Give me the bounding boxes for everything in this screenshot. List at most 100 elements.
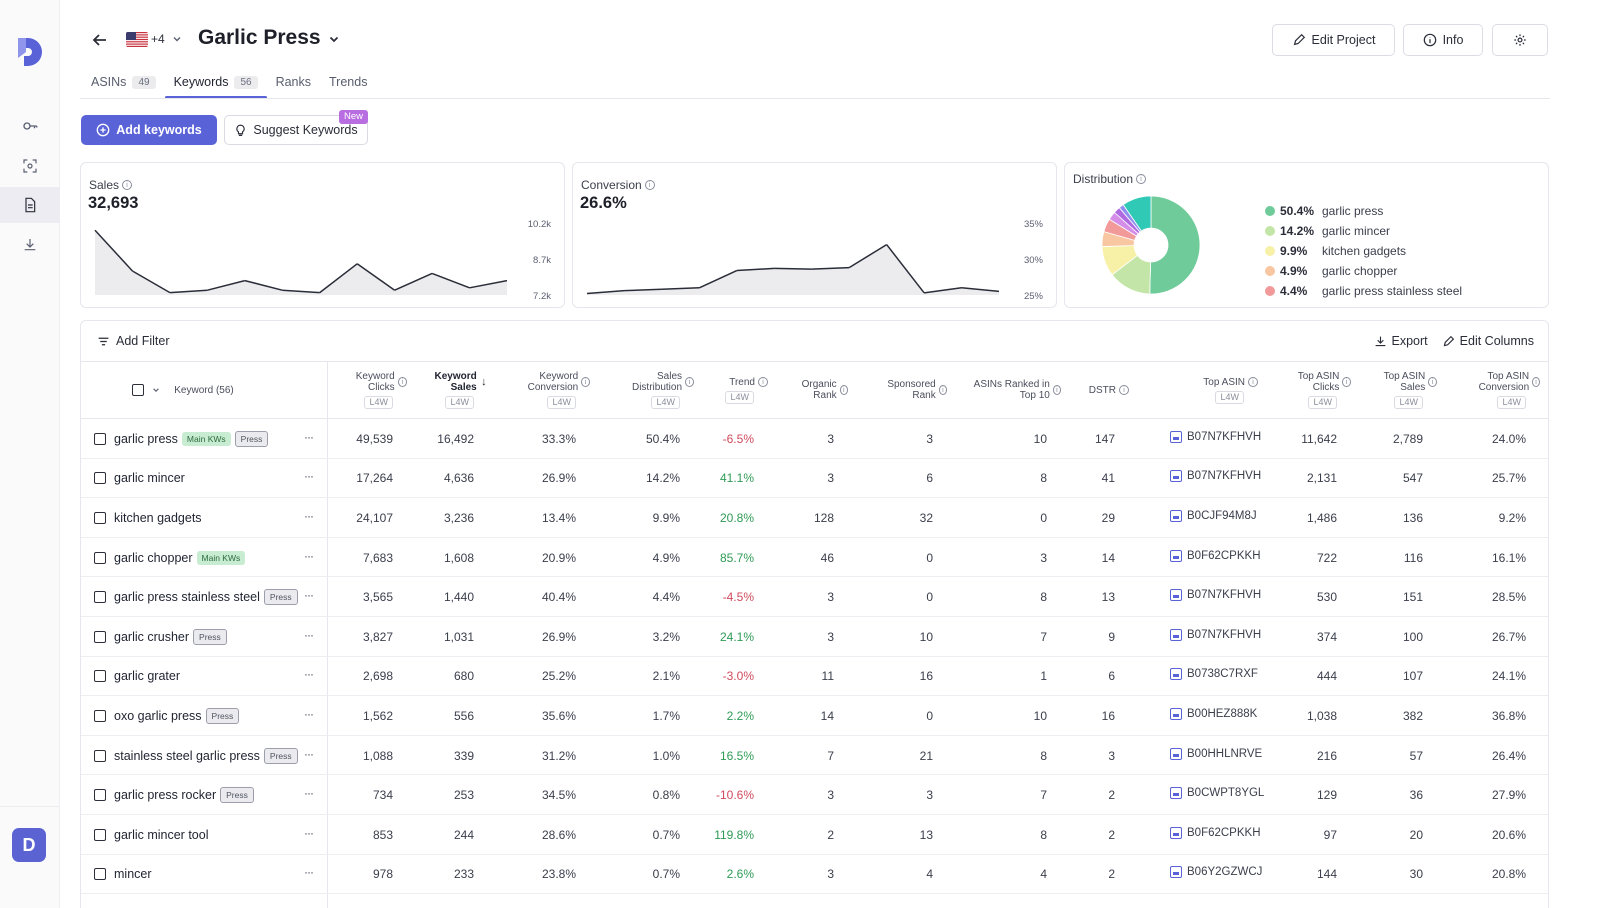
top-asin-link[interactable]: B06Y2GZWCJ bbox=[1170, 866, 1262, 879]
table-row[interactable]: garlic press stainless steel Press ··· 3,56… bbox=[81, 577, 1548, 617]
row-menu-icon[interactable]: ··· bbox=[304, 548, 314, 563]
pie-slice-other[interactable] bbox=[1122, 195, 1152, 232]
table-row[interactable]: garlic grater ··· 2,698 680 25.2% 2.1% -3.0% 11… bbox=[81, 657, 1548, 697]
tab-trends[interactable]: Trends bbox=[320, 66, 376, 98]
row-menu-icon[interactable]: ··· bbox=[304, 786, 314, 801]
row-checkbox[interactable] bbox=[94, 432, 106, 445]
row-checkbox[interactable] bbox=[94, 709, 106, 722]
table-row[interactable]: mincer ··· 978 233 23.8% 0.7% 2.6% 3 4 4 2 B06Y2GZW… bbox=[81, 855, 1548, 895]
column-header-asin_conv[interactable]: Top ASIN Conversion i L4W bbox=[1460, 362, 1540, 418]
table-row[interactable]: kitchen gadgets ··· 24,107 3,236 13.4% 9.9% 20… bbox=[81, 498, 1548, 538]
top-asin-link[interactable]: B0CWPT8YGL bbox=[1170, 787, 1264, 800]
row-checkbox[interactable] bbox=[94, 630, 106, 643]
row-checkbox[interactable] bbox=[94, 868, 106, 881]
table-row[interactable]: garlic mincer ··· 17,264 4,636 26.9% 14.2% 41.… bbox=[81, 459, 1548, 499]
select-all-checkbox[interactable] bbox=[132, 384, 145, 396]
nav-scan-icon[interactable] bbox=[0, 148, 60, 184]
column-header-dstr[interactable]: DSTR i bbox=[1079, 362, 1129, 418]
top-asin-link[interactable]: B07N7KFHVH bbox=[1170, 589, 1261, 602]
tab-asins[interactable]: ASINs 49 bbox=[82, 66, 165, 98]
row-menu-icon[interactable]: ··· bbox=[304, 429, 314, 444]
keyword-cell[interactable]: mincer bbox=[114, 866, 152, 882]
row-menu-icon[interactable]: ··· bbox=[304, 825, 314, 840]
top-asin-link[interactable]: B0738C7RXF bbox=[1170, 668, 1258, 681]
row-checkbox[interactable] bbox=[94, 670, 106, 683]
row-menu-icon[interactable]: ··· bbox=[304, 667, 314, 682]
keyword-cell[interactable]: stainless steel garlic press Press bbox=[114, 747, 298, 764]
keyword-cell[interactable]: garlic mincer bbox=[114, 470, 185, 486]
tab-ranks[interactable]: Ranks bbox=[267, 66, 320, 98]
row-checkbox[interactable] bbox=[94, 789, 106, 802]
keyword-cell[interactable]: garlic chopper Main KWs bbox=[114, 550, 246, 566]
table-row[interactable]: garlic press Main KWs Press ··· 49,539 16,492… bbox=[81, 419, 1548, 459]
nav-document-icon[interactable] bbox=[0, 187, 60, 223]
top-asin-link[interactable]: B0F62CPKKH bbox=[1170, 826, 1261, 839]
column-header-top10[interactable]: ASINs Ranked in Top 10 i bbox=[966, 362, 1061, 418]
table-row[interactable]: garlic chopper Main KWs ··· 7,683 1,608 20.9%… bbox=[81, 538, 1548, 578]
row-menu-icon[interactable]: ··· bbox=[304, 508, 314, 523]
table-row[interactable]: garlic crusher Press ··· 3,827 1,031 26.9% 3.2… bbox=[81, 617, 1548, 657]
column-header-sales[interactable]: Keyword Sales ↓ L4W bbox=[418, 362, 488, 418]
row-menu-icon[interactable]: ··· bbox=[304, 588, 314, 603]
chevron-down-icon[interactable] bbox=[152, 386, 160, 394]
column-header-dist[interactable]: Sales Distribution i L4W bbox=[614, 362, 694, 418]
row-checkbox[interactable] bbox=[94, 828, 106, 841]
keyword-cell[interactable]: oxo garlic press Press bbox=[114, 707, 240, 724]
top-asin-link[interactable]: B00HHLNRVE bbox=[1170, 747, 1262, 760]
keyword-cell[interactable]: garlic press stainless steel Press bbox=[114, 589, 298, 606]
row-checkbox[interactable] bbox=[94, 551, 106, 564]
keyword-cell[interactable]: kitchen gadgets bbox=[114, 510, 202, 526]
table-row[interactable]: oxo garlic press Press ··· 1,562 556 35.6% 1.7… bbox=[81, 696, 1548, 736]
table-row[interactable]: stainless steel garlic press Press ··· 1,08… bbox=[81, 736, 1548, 776]
row-menu-icon[interactable]: ··· bbox=[304, 865, 314, 880]
edit-project-button[interactable]: Edit Project bbox=[1272, 24, 1395, 56]
keyword-column-header[interactable]: Keyword (56) bbox=[93, 362, 273, 418]
top-asin-link[interactable]: B07N7KFHVH bbox=[1170, 430, 1261, 443]
row-checkbox[interactable] bbox=[94, 472, 106, 485]
edit-columns-button[interactable]: Edit Columns bbox=[1442, 334, 1534, 348]
chevron-down-icon[interactable] bbox=[172, 34, 182, 44]
top-asin-link[interactable]: B0F62CPKKH bbox=[1170, 549, 1261, 562]
column-header-conv[interactable]: Keyword Conversion i L4W bbox=[500, 362, 590, 418]
row-checkbox[interactable] bbox=[94, 749, 106, 762]
row-menu-icon[interactable]: ··· bbox=[304, 706, 314, 721]
tab-keywords[interactable]: Keywords 56 bbox=[164, 66, 267, 99]
top-asin-link[interactable]: B07N7KFHVH bbox=[1170, 470, 1261, 483]
user-avatar[interactable]: D bbox=[12, 828, 46, 862]
column-header-asin_clicks[interactable]: Top ASIN Clicks i L4W bbox=[1281, 362, 1351, 418]
column-header-asin[interactable]: Top ASIN i L4W bbox=[1168, 362, 1258, 418]
table-row[interactable]: garlic mincer tool ··· 853 244 28.6% 0.7% 119.… bbox=[81, 815, 1548, 855]
keyword-cell[interactable]: garlic press Main KWs Press bbox=[114, 430, 269, 447]
row-checkbox[interactable] bbox=[94, 591, 106, 604]
marketplaces-more[interactable]: +4 bbox=[151, 32, 165, 46]
row-menu-icon[interactable]: ··· bbox=[304, 746, 314, 761]
column-header-asin_sales[interactable]: Top ASIN Sales i L4W bbox=[1367, 362, 1437, 418]
project-switch-chevron-icon[interactable] bbox=[328, 33, 340, 45]
row-menu-icon[interactable]: ··· bbox=[304, 627, 314, 642]
nav-download-icon[interactable] bbox=[0, 227, 60, 263]
app-logo[interactable] bbox=[14, 36, 46, 72]
keyword-cell[interactable]: garlic crusher Press bbox=[114, 628, 227, 645]
column-header-organic[interactable]: Organic Rank i bbox=[788, 362, 848, 418]
back-arrow-icon[interactable] bbox=[90, 30, 110, 50]
top-asin-link[interactable]: B00HEZ888K bbox=[1170, 707, 1257, 720]
add-filter-button[interactable]: Add Filter bbox=[97, 334, 170, 348]
column-header-sponsored[interactable]: Sponsored Rank i bbox=[877, 362, 947, 418]
column-header-trend[interactable]: Trend i L4W bbox=[708, 362, 768, 418]
add-keywords-button[interactable]: Add keywords bbox=[81, 115, 217, 145]
pie-slice[interactable] bbox=[1149, 195, 1201, 295]
table-row[interactable]: garlic press rocker Press ··· 734 253 34.5% 0.… bbox=[81, 775, 1548, 815]
column-header-clicks[interactable]: Keyword Clicks i L4W bbox=[332, 362, 407, 418]
top-asin-link[interactable]: B07N7KFHVH bbox=[1170, 628, 1261, 641]
keyword-cell[interactable]: garlic grater bbox=[114, 668, 180, 684]
settings-button[interactable] bbox=[1492, 24, 1548, 56]
top-asin-link[interactable]: B0CJF94M8J bbox=[1170, 509, 1257, 522]
keyword-cell[interactable]: garlic press rocker Press bbox=[114, 787, 254, 804]
row-checkbox[interactable] bbox=[94, 511, 106, 524]
export-button[interactable]: Export bbox=[1374, 334, 1428, 348]
us-flag-icon[interactable] bbox=[126, 32, 148, 47]
row-menu-icon[interactable]: ··· bbox=[304, 469, 314, 484]
info-button[interactable]: Info bbox=[1403, 24, 1483, 56]
nav-keys-icon[interactable] bbox=[0, 108, 60, 144]
keyword-cell[interactable]: garlic mincer tool bbox=[114, 827, 208, 843]
